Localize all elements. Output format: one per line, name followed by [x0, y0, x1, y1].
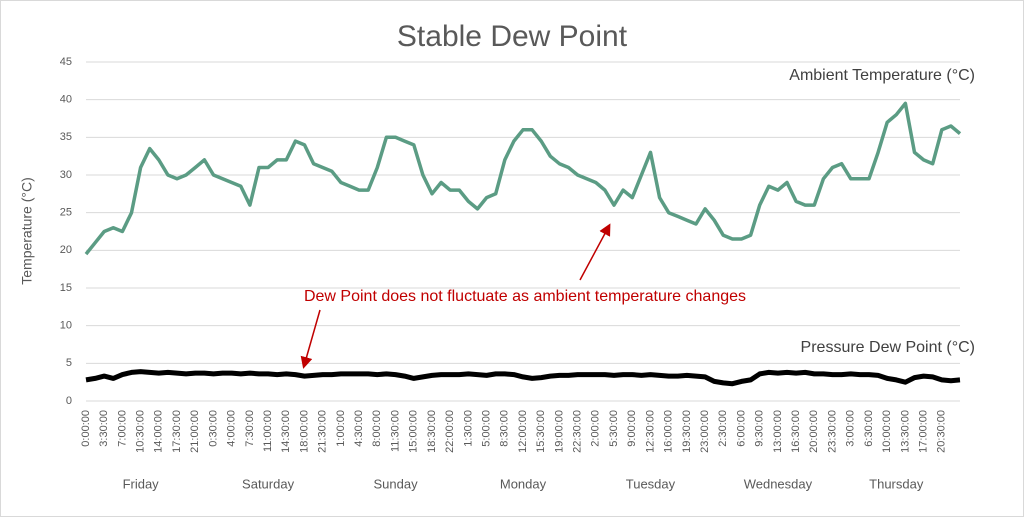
x-tick-label: 17:00:00	[917, 410, 929, 453]
annotation-arrow	[300, 309, 321, 369]
x-tick-label: 11:00:00	[262, 410, 274, 452]
x-tick-label: 23:30:00	[826, 410, 838, 453]
x-tick-label: 14:00:00	[153, 410, 165, 453]
x-tick-label: 7:30:00	[244, 410, 256, 447]
x-tick-label: 3:00:00	[845, 410, 857, 447]
x-tick-label: 17:30:00	[171, 410, 183, 453]
y-tick-label: 25	[60, 207, 72, 219]
x-tick-label: 18:00:00	[298, 410, 310, 453]
x-tick-label: 4:30:00	[353, 410, 365, 447]
x-tick-label: 18:30:00	[426, 410, 438, 453]
x-tick-label: 5:00:00	[480, 410, 492, 447]
day-label: Wednesday	[744, 476, 813, 491]
y-tick-label: 40	[60, 94, 72, 106]
x-tick-label: 0:00:00	[80, 410, 92, 447]
x-tick-label: 5:30:00	[608, 410, 620, 447]
x-tick-label: 21:00:00	[189, 410, 201, 453]
x-tick-label: 12:30:00	[644, 410, 656, 453]
x-tick-label: 15:30:00	[535, 410, 547, 453]
x-tick-label: 14:30:00	[280, 410, 292, 453]
x-tick-label: 6:30:00	[863, 410, 875, 447]
series-label: Ambient Temperature (°C)	[789, 67, 975, 84]
x-tick-label: 8:00:00	[371, 410, 383, 447]
x-tick-label: 22:00:00	[444, 410, 456, 453]
annotation: Dew Point does not fluctuate as ambient …	[304, 288, 746, 305]
x-tick-label: 11:30:00	[389, 410, 401, 452]
x-tick-label: 8:30:00	[499, 410, 511, 447]
x-tick-label: 6:00:00	[735, 410, 747, 447]
x-tick-label: 15:00:00	[408, 410, 420, 453]
x-tick-label: 21:30:00	[317, 410, 329, 453]
x-tick-label: 9:00:00	[626, 410, 638, 447]
day-label: Tuesday	[626, 476, 676, 491]
x-tick-label: 3:30:00	[98, 410, 110, 447]
x-tick-label: 19:00:00	[553, 410, 565, 453]
chart-title: Stable Dew Point	[397, 20, 628, 53]
day-label: Saturday	[242, 476, 295, 491]
y-tick-label: 20	[60, 244, 72, 256]
y-tick-label: 45	[60, 56, 72, 68]
x-tick-label: 20:30:00	[936, 410, 948, 453]
x-tick-label: 23:00:00	[699, 410, 711, 453]
y-axis-label: Temperature (°C)	[19, 177, 35, 285]
x-tick-label: 16:00:00	[663, 410, 675, 453]
x-tick-label: 20:00:00	[808, 410, 820, 453]
series-label: Pressure Dew Point (°C)	[801, 339, 975, 356]
annotation-arrow	[579, 223, 611, 281]
x-tick-label: 7:00:00	[116, 410, 128, 447]
x-tick-label: 9:30:00	[754, 410, 766, 447]
day-label: Monday	[500, 476, 547, 491]
x-tick-label: 1:00:00	[335, 410, 347, 447]
y-tick-label: 5	[66, 357, 72, 369]
day-label: Sunday	[373, 476, 418, 491]
x-tick-label: 0:30:00	[207, 410, 219, 447]
x-tick-label: 16:30:00	[790, 410, 802, 453]
y-tick-label: 35	[60, 131, 72, 143]
y-tick-label: 0	[66, 395, 72, 407]
day-label: Thursday	[869, 476, 924, 491]
x-tick-label: 13:00:00	[772, 410, 784, 453]
x-tick-label: 19:30:00	[681, 410, 693, 453]
y-tick-label: 10	[60, 320, 72, 332]
x-tick-label: 2:30:00	[717, 410, 729, 447]
x-tick-label: 22:30:00	[572, 410, 584, 453]
x-tick-label: 10:00:00	[881, 410, 893, 453]
y-tick-label: 30	[60, 169, 72, 181]
x-tick-label: 4:00:00	[226, 410, 238, 447]
x-tick-label: 1:30:00	[462, 410, 474, 447]
x-tick-label: 12:00:00	[517, 410, 529, 453]
series-line	[84, 101, 962, 256]
x-tick-label: 2:00:00	[590, 410, 602, 447]
x-tick-label: 13:30:00	[899, 410, 911, 453]
x-tick-label: 10:30:00	[135, 410, 147, 453]
series-line	[85, 369, 961, 387]
day-label: Friday	[123, 476, 160, 491]
y-tick-label: 15	[60, 282, 72, 294]
